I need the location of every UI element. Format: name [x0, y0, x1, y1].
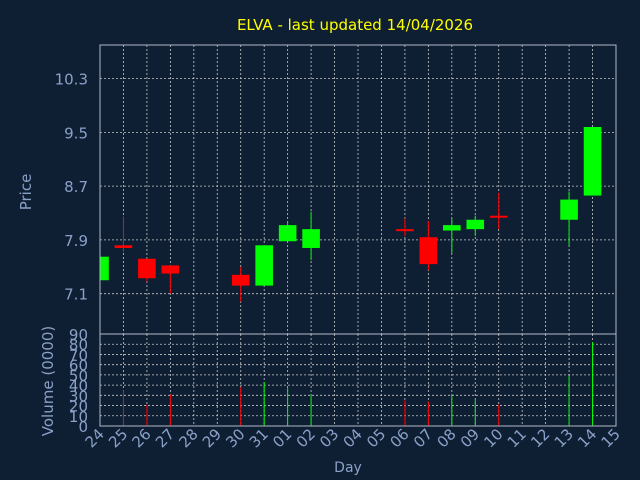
volume-tick-label: 20 — [69, 398, 88, 416]
candle-body — [443, 225, 461, 231]
volume-axis-label: Volume (0000) — [39, 326, 57, 436]
chart-title: ELVA - last updated 14/04/2026 — [237, 16, 473, 34]
volume-tick-label: 70 — [69, 346, 88, 364]
candle-body — [583, 126, 602, 196]
volume-tick-label: 40 — [69, 377, 88, 395]
price-tick-label: 7.1 — [64, 286, 88, 304]
candle-body — [302, 229, 320, 248]
price-tick-label: 8.7 — [64, 178, 88, 196]
price-axis-ticks: 7.1 7.9 8.7 9.5 10.3 — [55, 71, 88, 304]
volume-tick-label: 90 — [69, 326, 88, 344]
candle-body — [466, 219, 485, 230]
candle-body — [396, 229, 414, 232]
volume-tick-label: 80 — [69, 336, 88, 354]
day-axis-ticks: 2425262728293031010203040506070809101112… — [82, 425, 624, 451]
candle-body — [114, 245, 133, 248]
candle-body — [489, 215, 508, 218]
candle-body — [419, 237, 438, 265]
price-tick-label: 9.5 — [64, 124, 88, 142]
day-axis-label: Day — [334, 460, 362, 476]
volume-tick-label: 50 — [69, 367, 88, 385]
candle-body — [161, 265, 180, 274]
candle-body — [138, 258, 156, 279]
price-tick-label: 10.3 — [55, 71, 88, 89]
candle-body — [231, 274, 250, 286]
price-axis-label: Price — [17, 174, 35, 211]
candle-body — [255, 245, 273, 286]
price-grid — [99, 45, 617, 334]
price-tick-label: 7.9 — [64, 232, 88, 250]
candle-body — [100, 256, 109, 281]
volume-panel-frame — [99, 333, 617, 427]
candle-body — [278, 225, 297, 242]
volume-bars — [122, 342, 594, 426]
volume-tick-label: 30 — [69, 387, 88, 405]
candle-body — [560, 199, 578, 220]
volume-tick-label: 60 — [69, 357, 88, 375]
volume-tick-label: 0 — [78, 418, 88, 436]
volume-tick-label: 10 — [69, 408, 88, 426]
candlesticks — [99, 126, 602, 302]
